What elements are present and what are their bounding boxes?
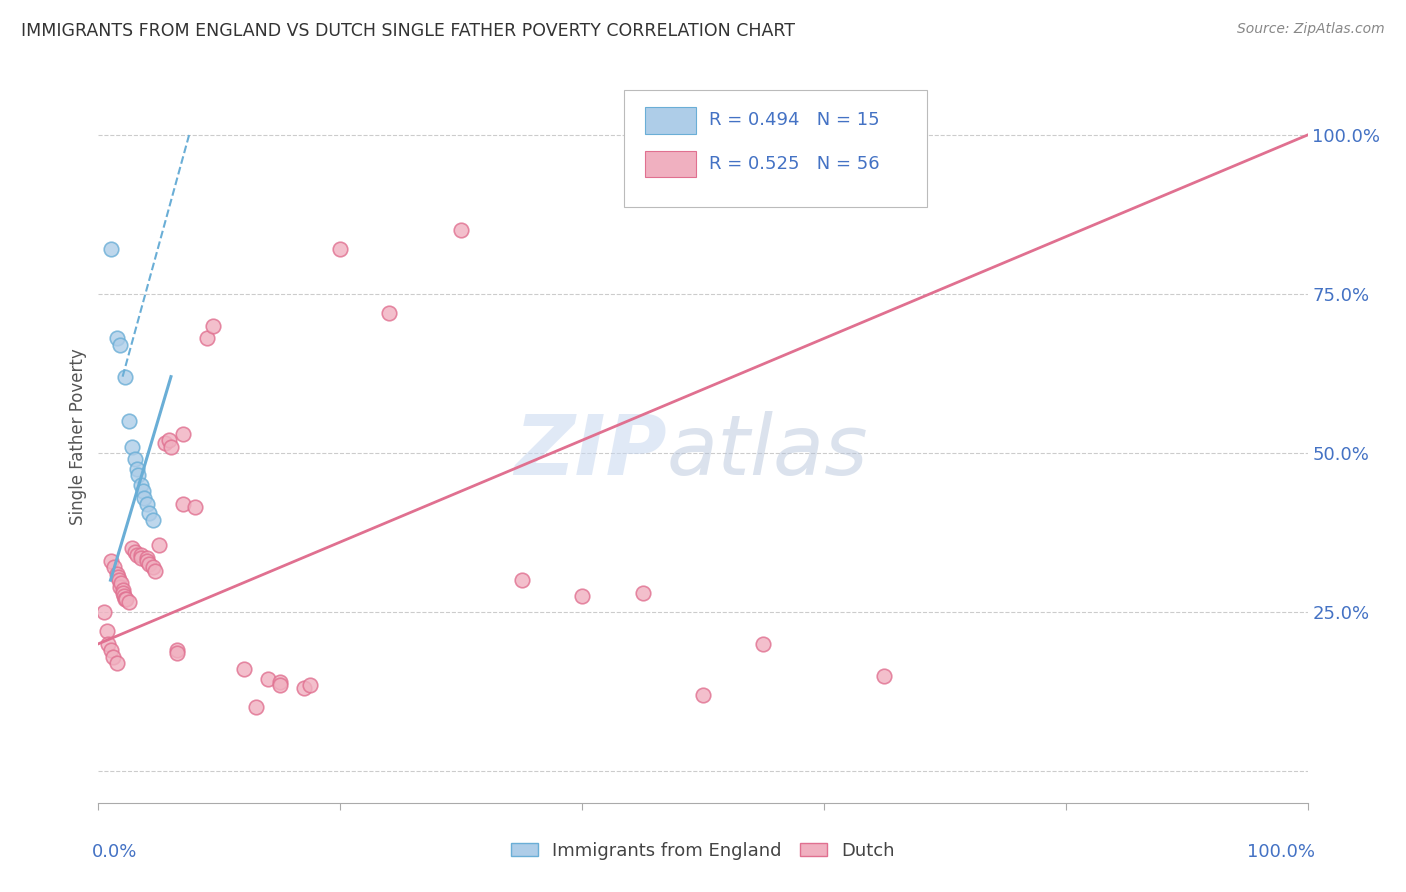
Point [157,434,180,448]
Point [97,637,120,651]
Text: 0.0%: 0.0% [91,843,136,861]
Point [108,338,131,352]
Point [571,589,593,603]
Point [195,331,218,345]
Point [121,440,143,454]
Point [631,586,654,600]
Point [129,550,152,565]
Point [166,643,188,657]
Point [142,513,165,527]
Text: ZIP: ZIP [515,411,666,492]
Point [184,500,207,514]
Text: R = 0.525   N = 56: R = 0.525 N = 56 [709,155,880,173]
Point [121,541,143,556]
Point [269,678,291,692]
FancyBboxPatch shape [624,90,927,207]
Point [202,318,225,333]
Point [103,560,125,574]
Point [124,452,146,467]
Point [132,484,155,499]
Point [873,668,896,682]
Text: atlas: atlas [666,411,869,492]
Point [107,570,129,584]
Point [329,243,352,257]
Point [111,582,134,597]
Point [160,440,183,454]
Point [114,369,136,384]
Point [101,649,124,664]
Point [142,560,165,574]
Point [127,548,149,562]
Point [114,592,136,607]
Point [105,566,128,581]
Legend: Immigrants from England, Dutch: Immigrants from England, Dutch [503,835,903,867]
Text: IMMIGRANTS FROM ENGLAND VS DUTCH SINGLE FATHER POVERTY CORRELATION CHART: IMMIGRANTS FROM ENGLAND VS DUTCH SINGLE … [21,22,794,40]
Point [138,507,160,521]
Point [172,497,194,511]
Point [692,688,714,702]
Point [166,646,188,660]
Text: Source: ZipAtlas.com: Source: ZipAtlas.com [1237,22,1385,37]
Point [135,554,157,568]
Point [124,544,146,558]
Point [299,678,322,692]
Point [118,595,141,609]
Point [232,662,254,676]
Point [143,564,166,578]
Point [93,605,115,619]
Point [292,681,315,696]
Point [105,656,128,670]
Point [256,672,278,686]
Point [96,624,118,638]
Point [172,426,194,441]
Y-axis label: Single Father Poverty: Single Father Poverty [69,349,87,525]
Point [148,538,170,552]
FancyBboxPatch shape [645,107,696,134]
Point [100,554,122,568]
Point [153,436,176,450]
Point [105,331,128,345]
Point [100,243,122,257]
Point [127,468,149,483]
Point [110,576,132,591]
Point [108,580,131,594]
FancyBboxPatch shape [645,151,696,178]
Point [377,306,399,320]
Point [138,558,160,572]
Point [129,477,152,491]
Point [111,586,134,600]
Point [269,675,291,690]
Point [118,414,141,428]
Point [129,548,152,562]
Point [127,462,149,476]
Point [115,592,138,607]
Point [135,550,157,565]
Text: 100.0%: 100.0% [1247,843,1315,861]
Text: R = 0.494   N = 15: R = 0.494 N = 15 [709,112,880,129]
Point [134,491,156,505]
Point [245,700,267,714]
Point [100,643,122,657]
Point [135,497,157,511]
Point [510,573,533,587]
Point [108,573,131,587]
Point [112,589,135,603]
Point [450,223,472,237]
Point [752,637,775,651]
